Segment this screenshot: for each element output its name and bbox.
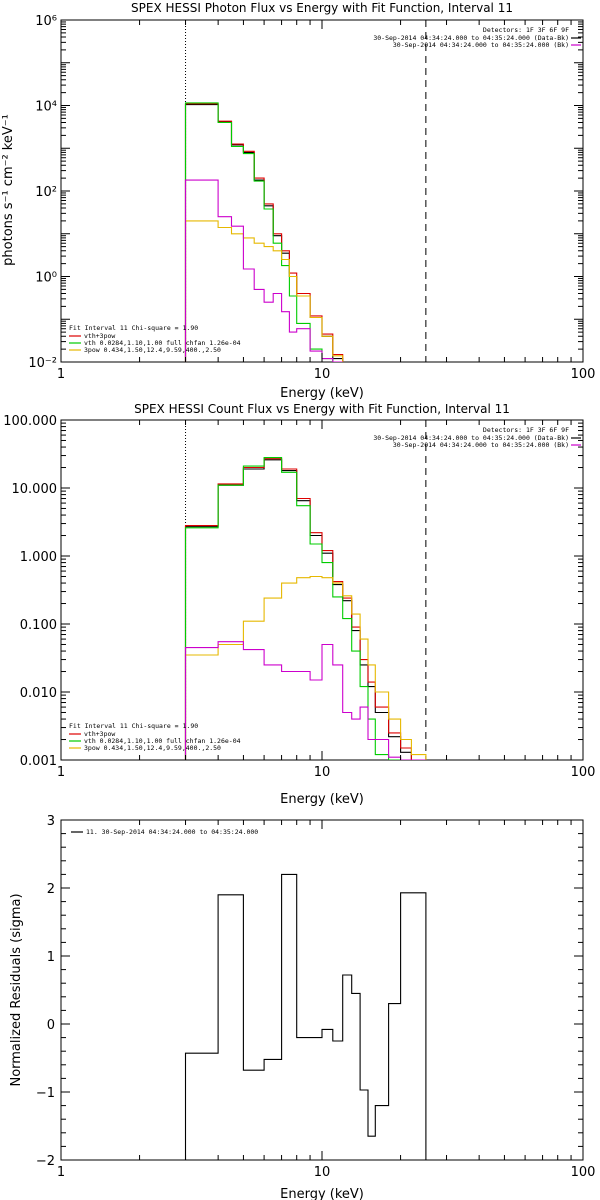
x-tick-label: 1 <box>57 765 65 780</box>
x-tick-label: 100 <box>571 367 596 382</box>
series-3pow <box>184 575 427 760</box>
series-residuals <box>184 873 427 1160</box>
legend-item-label: vth 0.0284,1.10,1.00 full chfan 1.26e-04 <box>84 339 241 347</box>
legend-item-label: 30-Sep-2014 04:34:24.000 to 04:35:24.000… <box>393 441 569 449</box>
series-data-bk <box>184 459 426 760</box>
legend-bottom-left: Fit Interval 11 Chi-square = 1.90vth+3po… <box>69 324 241 354</box>
y-tick-label: 10⁻² <box>28 356 57 371</box>
count-flux-panel: SPEX HESSI Count Flux vs Energy with Fit… <box>3 402 595 807</box>
series-bk <box>184 641 426 760</box>
plot-frame <box>60 819 584 1161</box>
x-tick-label: 1 <box>57 367 65 382</box>
legend-item-label: vth+3pow <box>84 730 115 738</box>
y-tick-label: −2 <box>36 1154 55 1169</box>
series-vth <box>184 102 343 362</box>
legend-fit-header: Fit Interval 11 Chi-square = 1.90 <box>69 324 198 332</box>
legend-item-label: 11. 30-Sep-2014 04:34:24.000 to 04:35:24… <box>86 828 258 836</box>
series-vth-3pow <box>184 103 344 362</box>
y-tick-label: 0.100 <box>20 618 57 633</box>
y-tick-label: 10⁰ <box>35 271 57 286</box>
legend-item-label: vth+3pow <box>84 332 115 340</box>
legend-item-label: 3pow 0.434,1.50,12.4,9.59,400.,2.50 <box>84 346 221 354</box>
plot-clip-layer <box>184 420 427 760</box>
x-axis-label: Energy (keV) <box>280 792 364 807</box>
residuals-panel: −2 −1 0 1 2 3 1 10 100 Energy (keV) Normalized … <box>9 814 595 1200</box>
chart-title: SPEX HESSI Count Flux vs Energy with Fit… <box>134 402 510 416</box>
x-axis-ticks: 1 10 100 <box>57 420 596 780</box>
y-axis-label: photons s⁻¹ cm⁻² keV⁻¹ <box>1 114 16 266</box>
y-tick-label: −1 <box>36 1086 55 1101</box>
y-tick-label: 0.001 <box>20 754 57 769</box>
x-tick-label: 10 <box>314 367 331 382</box>
x-axis-label: Energy (keV) <box>280 1187 364 1200</box>
legend-item-label: 3pow 0.434,1.50,12.4,9.59,400.,2.50 <box>84 744 221 752</box>
plot-clip-layer <box>184 873 427 1160</box>
x-axis-ticks: 1 10 100 <box>57 820 596 1180</box>
y-tick-label: 100.000 <box>3 414 57 429</box>
x-tick-label: 10 <box>314 1165 331 1180</box>
legend-detectors: Detectors: 1F 3F 6F 9F <box>483 426 569 434</box>
legend-item-label: 30-Sep-2014 04:34:24.000 to 04:35:24.000… <box>393 41 569 49</box>
legend-fit-header: Fit Interval 11 Chi-square = 1.90 <box>69 722 198 730</box>
y-axis-label: Normalized Residuals (sigma) <box>9 893 24 1086</box>
x-tick-label: 100 <box>571 765 596 780</box>
series-bk <box>184 179 343 362</box>
y-tick-label: 0 <box>47 1018 55 1033</box>
legend-top-left: 11. 30-Sep-2014 04:34:24.000 to 04:35:24… <box>71 828 258 836</box>
y-axis-ticks: −2 −1 0 1 2 3 <box>36 814 583 1169</box>
y-axis-ticks: 0.001 0.010 0.100 1.000 10.000 100.000 <box>3 414 583 769</box>
series-3pow <box>184 220 344 362</box>
plot-frame <box>60 19 584 363</box>
series-vth <box>184 457 426 760</box>
y-tick-label: 1 <box>47 950 55 965</box>
series-vth-3pow <box>184 458 426 760</box>
x-tick-label: 1 <box>57 1165 65 1180</box>
y-tick-label: 10.000 <box>12 482 58 497</box>
series-data-bk <box>184 104 344 362</box>
y-tick-label: 10² <box>35 185 57 200</box>
x-axis-ticks: 1 10 100 <box>57 20 596 382</box>
photon-flux-panel: SPEX HESSI Photon Flux vs Energy with Fi… <box>1 1 595 401</box>
y-tick-label: 3 <box>47 814 55 829</box>
y-tick-label: 0.010 <box>20 686 57 701</box>
chart-title: SPEX HESSI Photon Flux vs Energy with Fi… <box>131 1 513 15</box>
legend-detectors: Detectors: 1F 3F 6F 9F <box>483 26 569 34</box>
y-tick-label: 10⁴ <box>35 100 57 115</box>
legend-item-label: vth 0.0284,1.10,1.00 full chfan 1.26e-04 <box>84 737 241 745</box>
x-tick-label: 100 <box>571 1165 596 1180</box>
plot-frame <box>60 419 584 761</box>
legend-item-label: 30-Sep-2014 04:34:24.000 to 04:35:24.000… <box>373 34 569 42</box>
x-axis-label: Energy (keV) <box>280 386 364 401</box>
y-tick-label: 1.000 <box>20 550 57 565</box>
y-tick-label: 2 <box>47 882 55 897</box>
y-tick-label: 10⁶ <box>35 14 57 29</box>
plot-clip-layer <box>184 20 427 362</box>
legend-bottom-left: Fit Interval 11 Chi-square = 1.90vth+3po… <box>69 722 241 752</box>
x-tick-label: 10 <box>314 765 331 780</box>
legend-item-label: 30-Sep-2014 04:34:24.000 to 04:35:24.000… <box>373 434 569 442</box>
y-axis-ticks: 10⁻² 10⁰ 10² 10⁴ 10⁶ <box>28 14 583 371</box>
